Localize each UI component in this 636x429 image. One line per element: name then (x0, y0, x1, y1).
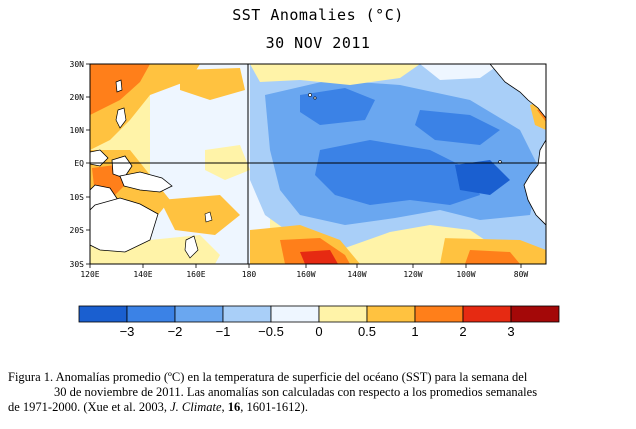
caption-text: , 1601-1612). (240, 400, 308, 414)
lon-label: 160E (186, 270, 205, 279)
lon-label: 80W (514, 270, 529, 279)
colorbar-swatch (78, 305, 128, 323)
caption-text: de 1971-2000. (Xue et al. 2003, (8, 400, 171, 414)
caption-line-1: Figura 1. Anomalías promedio (ºC) en la … (8, 370, 528, 384)
lat-label: 30S (70, 260, 85, 269)
anomaly-field (90, 64, 546, 264)
map-title: SST Anomalies (°C) (232, 6, 404, 24)
caption-text: , (221, 400, 228, 414)
colorbar-swatch (222, 305, 272, 323)
colorbar-swatch (174, 305, 224, 323)
colorbar: −3 −2 −1 −0.5 0 0.5 1 2 3 (78, 305, 560, 339)
colorbar-label: −1 (216, 324, 231, 339)
lon-label: 120W (403, 270, 422, 279)
lon-label: 180 (242, 270, 257, 279)
lat-label: 20S (70, 226, 85, 235)
lon-label: 140W (347, 270, 366, 279)
lat-label: EQ (74, 159, 84, 168)
colorbar-label: 0.5 (358, 324, 376, 339)
map-frame (89, 63, 547, 265)
colorbar-swatch (366, 305, 416, 323)
lat-label: 10S (70, 193, 85, 202)
colorbar-label: −0.5 (258, 324, 284, 339)
colorbar-label: 1 (411, 324, 418, 339)
caption-line-3: de 1971-2000. (Xue et al. 2003, J. Clima… (8, 400, 630, 415)
colorbar-label: −2 (168, 324, 183, 339)
lat-label: 30N (70, 60, 85, 69)
figure-caption: Figura 1. Anomalías promedio (ºC) en la … (8, 370, 630, 415)
colorbar-swatch (462, 305, 512, 323)
sst-anomaly-map: 30N 20N 10N EQ 10S 20S 30S 120E 140E 160… (70, 60, 547, 279)
lon-label: 140E (133, 270, 152, 279)
colorbar-label: 3 (507, 324, 514, 339)
colorbar-label: −3 (120, 324, 135, 339)
colorbar-swatch (126, 305, 176, 323)
lon-label: 120E (80, 270, 99, 279)
colorbar-swatch (510, 305, 560, 323)
lon-label: 100W (456, 270, 475, 279)
map-date: 30 NOV 2011 (265, 34, 371, 52)
lat-label: 10N (70, 126, 85, 135)
colorbar-swatch (270, 305, 320, 323)
colorbar-label: 2 (459, 324, 466, 339)
lat-label: 20N (70, 93, 85, 102)
journal-volume: 16 (227, 400, 241, 414)
journal-name: J. Climate (170, 400, 222, 414)
lon-label: 160W (296, 270, 315, 279)
caption-line-2: 30 de noviembre de 2011. Las anomalías s… (54, 385, 538, 399)
colorbar-swatch (414, 305, 464, 323)
colorbar-swatch (318, 305, 368, 323)
colorbar-label: 0 (315, 324, 322, 339)
